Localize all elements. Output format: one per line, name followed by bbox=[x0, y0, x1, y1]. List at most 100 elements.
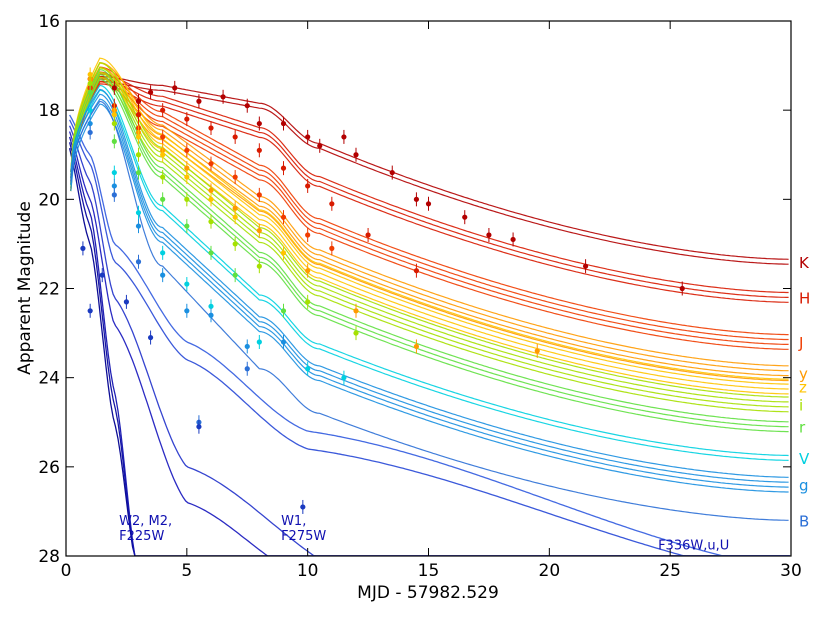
point-h-6 bbox=[232, 134, 238, 140]
point-z-5 bbox=[208, 196, 214, 202]
point-i-3 bbox=[160, 174, 166, 180]
point-g-5 bbox=[208, 312, 214, 318]
point-i-0 bbox=[87, 80, 93, 87]
point-k-20 bbox=[582, 263, 589, 269]
curve-i-0 bbox=[70, 62, 789, 398]
point-y-8 bbox=[305, 268, 311, 274]
curve-b-0 bbox=[70, 100, 789, 521]
point-j-9 bbox=[305, 232, 311, 238]
annotation-uv2-line-0: W1, bbox=[281, 514, 306, 529]
point-r-7 bbox=[280, 308, 287, 314]
band-label-k: K bbox=[799, 254, 810, 272]
point-k-9 bbox=[280, 120, 287, 127]
curve-j-2 bbox=[70, 76, 789, 345]
point-h-10 bbox=[329, 201, 335, 207]
annotation-uv3-line-0: F336W,u,U bbox=[658, 538, 729, 553]
curve-h-2 bbox=[70, 83, 789, 303]
curve-r-1 bbox=[70, 73, 789, 428]
point-h-2 bbox=[135, 112, 142, 118]
point-j-7 bbox=[256, 192, 262, 198]
x-tick-label-5: 5 bbox=[181, 561, 192, 581]
point-k-11 bbox=[317, 143, 323, 149]
y-tick-label-26: 26 bbox=[38, 458, 60, 478]
y-tick-label-16: 16 bbox=[38, 12, 60, 32]
point-k-2 bbox=[135, 98, 142, 104]
point-y-9 bbox=[353, 308, 359, 314]
point-k-7 bbox=[244, 103, 250, 109]
point-r-4 bbox=[184, 223, 190, 229]
curve-h-0 bbox=[70, 73, 789, 294]
point-i-6 bbox=[232, 241, 238, 247]
point-r-1 bbox=[111, 138, 117, 144]
point-k-4 bbox=[172, 85, 178, 91]
band-label-g: g bbox=[799, 477, 809, 495]
curve-h-1 bbox=[70, 78, 789, 298]
point-k-13 bbox=[353, 152, 359, 158]
curve-z-2 bbox=[70, 67, 789, 390]
band-label-j: J bbox=[798, 334, 803, 352]
point-k-21 bbox=[679, 285, 685, 292]
point-y-4 bbox=[184, 165, 190, 171]
point-j-8 bbox=[280, 214, 287, 220]
curve-g-3 bbox=[70, 103, 789, 493]
x-tick-label-20: 20 bbox=[539, 561, 561, 581]
point-j-6 bbox=[232, 174, 238, 180]
curve-r-0 bbox=[70, 68, 789, 423]
curve-j-3 bbox=[70, 81, 789, 350]
band-label-h: H bbox=[799, 289, 810, 307]
point-v-8 bbox=[341, 375, 347, 381]
uv-annotations: W2, M2,F225W W1,F275W F336W,u,U bbox=[119, 514, 729, 554]
point-b-4 bbox=[244, 366, 250, 372]
band-label-r: r bbox=[799, 419, 806, 437]
point-uv-6 bbox=[300, 504, 306, 510]
point-g-1 bbox=[111, 183, 117, 189]
point-g-2 bbox=[135, 223, 142, 229]
point-y-5 bbox=[208, 187, 214, 194]
point-i-2 bbox=[135, 152, 142, 158]
point-z-1 bbox=[111, 112, 117, 118]
point-k-5 bbox=[196, 98, 202, 104]
point-v-7 bbox=[305, 366, 311, 372]
point-v-3 bbox=[160, 250, 166, 256]
curve-k-0 bbox=[70, 75, 789, 260]
point-k-19 bbox=[510, 236, 516, 243]
point-k-15 bbox=[413, 196, 420, 202]
curve-g-2 bbox=[70, 98, 789, 488]
uv-curve-f275w bbox=[68, 125, 790, 556]
point-z-0 bbox=[87, 71, 93, 78]
point-uv-0 bbox=[80, 245, 86, 251]
uv-curve-f225w bbox=[68, 136, 790, 556]
annotation-uv2-line-1: F275W bbox=[281, 529, 326, 544]
point-y-7 bbox=[256, 227, 262, 234]
point-z-3 bbox=[160, 152, 166, 158]
uv-curve-u bbox=[69, 114, 790, 556]
point-i-1 bbox=[111, 120, 117, 127]
point-k-1 bbox=[111, 85, 117, 91]
y-tick-label-28: 28 bbox=[38, 547, 60, 567]
point-z-2 bbox=[135, 134, 142, 140]
point-b-2 bbox=[135, 259, 142, 265]
annotation-uv1-line-1: F225W bbox=[119, 529, 164, 544]
curve-z-0 bbox=[70, 57, 789, 380]
point-r-2 bbox=[135, 169, 142, 176]
point-uv-2 bbox=[99, 272, 105, 278]
point-j-5 bbox=[208, 161, 214, 167]
point-r-3 bbox=[160, 196, 166, 202]
point-b-1 bbox=[111, 192, 117, 198]
curve-v-0 bbox=[70, 84, 789, 457]
curve-i-2 bbox=[70, 71, 789, 408]
axis-ticks: 0 5 10 15 20 25 30 16 18 20 22 24 26 28 bbox=[38, 12, 801, 581]
point-h-4 bbox=[184, 116, 190, 122]
curve-y-1 bbox=[70, 66, 789, 372]
point-i-4 bbox=[184, 196, 190, 202]
point-h-3 bbox=[160, 107, 166, 113]
y-tick-label-18: 18 bbox=[38, 101, 60, 121]
point-k-6 bbox=[220, 94, 226, 100]
point-v-4 bbox=[184, 281, 190, 287]
point-k-16 bbox=[425, 201, 432, 207]
band-label-v: V bbox=[799, 450, 810, 468]
curve-v-1 bbox=[70, 89, 789, 461]
point-g-3 bbox=[160, 272, 166, 278]
curve-i-3 bbox=[70, 76, 789, 413]
